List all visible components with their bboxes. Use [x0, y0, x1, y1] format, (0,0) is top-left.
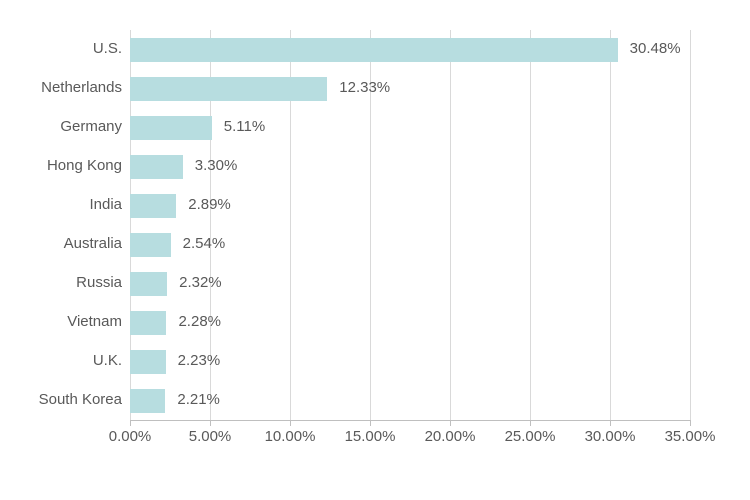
value-label: 2.28%: [178, 313, 221, 330]
value-label: 30.48%: [630, 40, 681, 57]
y-axis-label: India: [2, 196, 122, 213]
y-axis-label: U.K.: [2, 352, 122, 369]
bar: [130, 155, 183, 179]
value-label: 5.11%: [224, 118, 265, 135]
value-label: 2.54%: [183, 235, 226, 252]
x-tick-label: 5.00%: [189, 428, 232, 445]
value-label: 2.32%: [179, 274, 222, 291]
horizontal-bar-chart: U.S. 30.48% Netherlands 12.33% Germany 5.11% H…: [0, 30, 750, 470]
x-tick-mark: [290, 420, 291, 426]
x-tick-label: 20.00%: [425, 428, 476, 445]
x-tick-label: 30.00%: [585, 428, 636, 445]
x-tick-mark: [370, 420, 371, 426]
x-tick-label: 10.00%: [265, 428, 316, 445]
value-label: 3.30%: [195, 157, 238, 174]
bar: [130, 389, 165, 413]
gridline: [530, 30, 531, 420]
y-axis-label: South Korea: [2, 391, 122, 408]
value-label: 12.33%: [339, 79, 390, 96]
y-axis-label: Australia: [2, 235, 122, 252]
bar: [130, 350, 166, 374]
x-tick-label: 25.00%: [505, 428, 556, 445]
x-tick-mark: [130, 420, 131, 426]
y-axis-label: Germany: [2, 118, 122, 135]
x-tick-mark: [530, 420, 531, 426]
y-axis-label: Russia: [2, 274, 122, 291]
value-label: 2.21%: [177, 391, 220, 408]
bar: [130, 272, 167, 296]
value-label: 2.23%: [178, 352, 221, 369]
x-tick-mark: [210, 420, 211, 426]
bar: [130, 116, 212, 140]
bar: [130, 194, 176, 218]
bar: [130, 311, 166, 335]
y-axis-label: Vietnam: [2, 313, 122, 330]
value-label: 2.89%: [188, 196, 231, 213]
x-tick-label: 15.00%: [345, 428, 396, 445]
gridline: [450, 30, 451, 420]
y-axis-label: Netherlands: [2, 79, 122, 96]
y-axis-label: U.S.: [2, 40, 122, 57]
x-tick-mark: [690, 420, 691, 426]
gridline: [610, 30, 611, 420]
y-axis-label: Hong Kong: [2, 157, 122, 174]
x-tick-mark: [610, 420, 611, 426]
gridline: [690, 30, 691, 420]
bar: [130, 233, 171, 257]
x-axis-line: [130, 420, 690, 421]
x-tick-label: 35.00%: [665, 428, 716, 445]
x-tick-mark: [450, 420, 451, 426]
bar: [130, 77, 327, 101]
bar: [130, 38, 618, 62]
x-tick-label: 0.00%: [109, 428, 152, 445]
